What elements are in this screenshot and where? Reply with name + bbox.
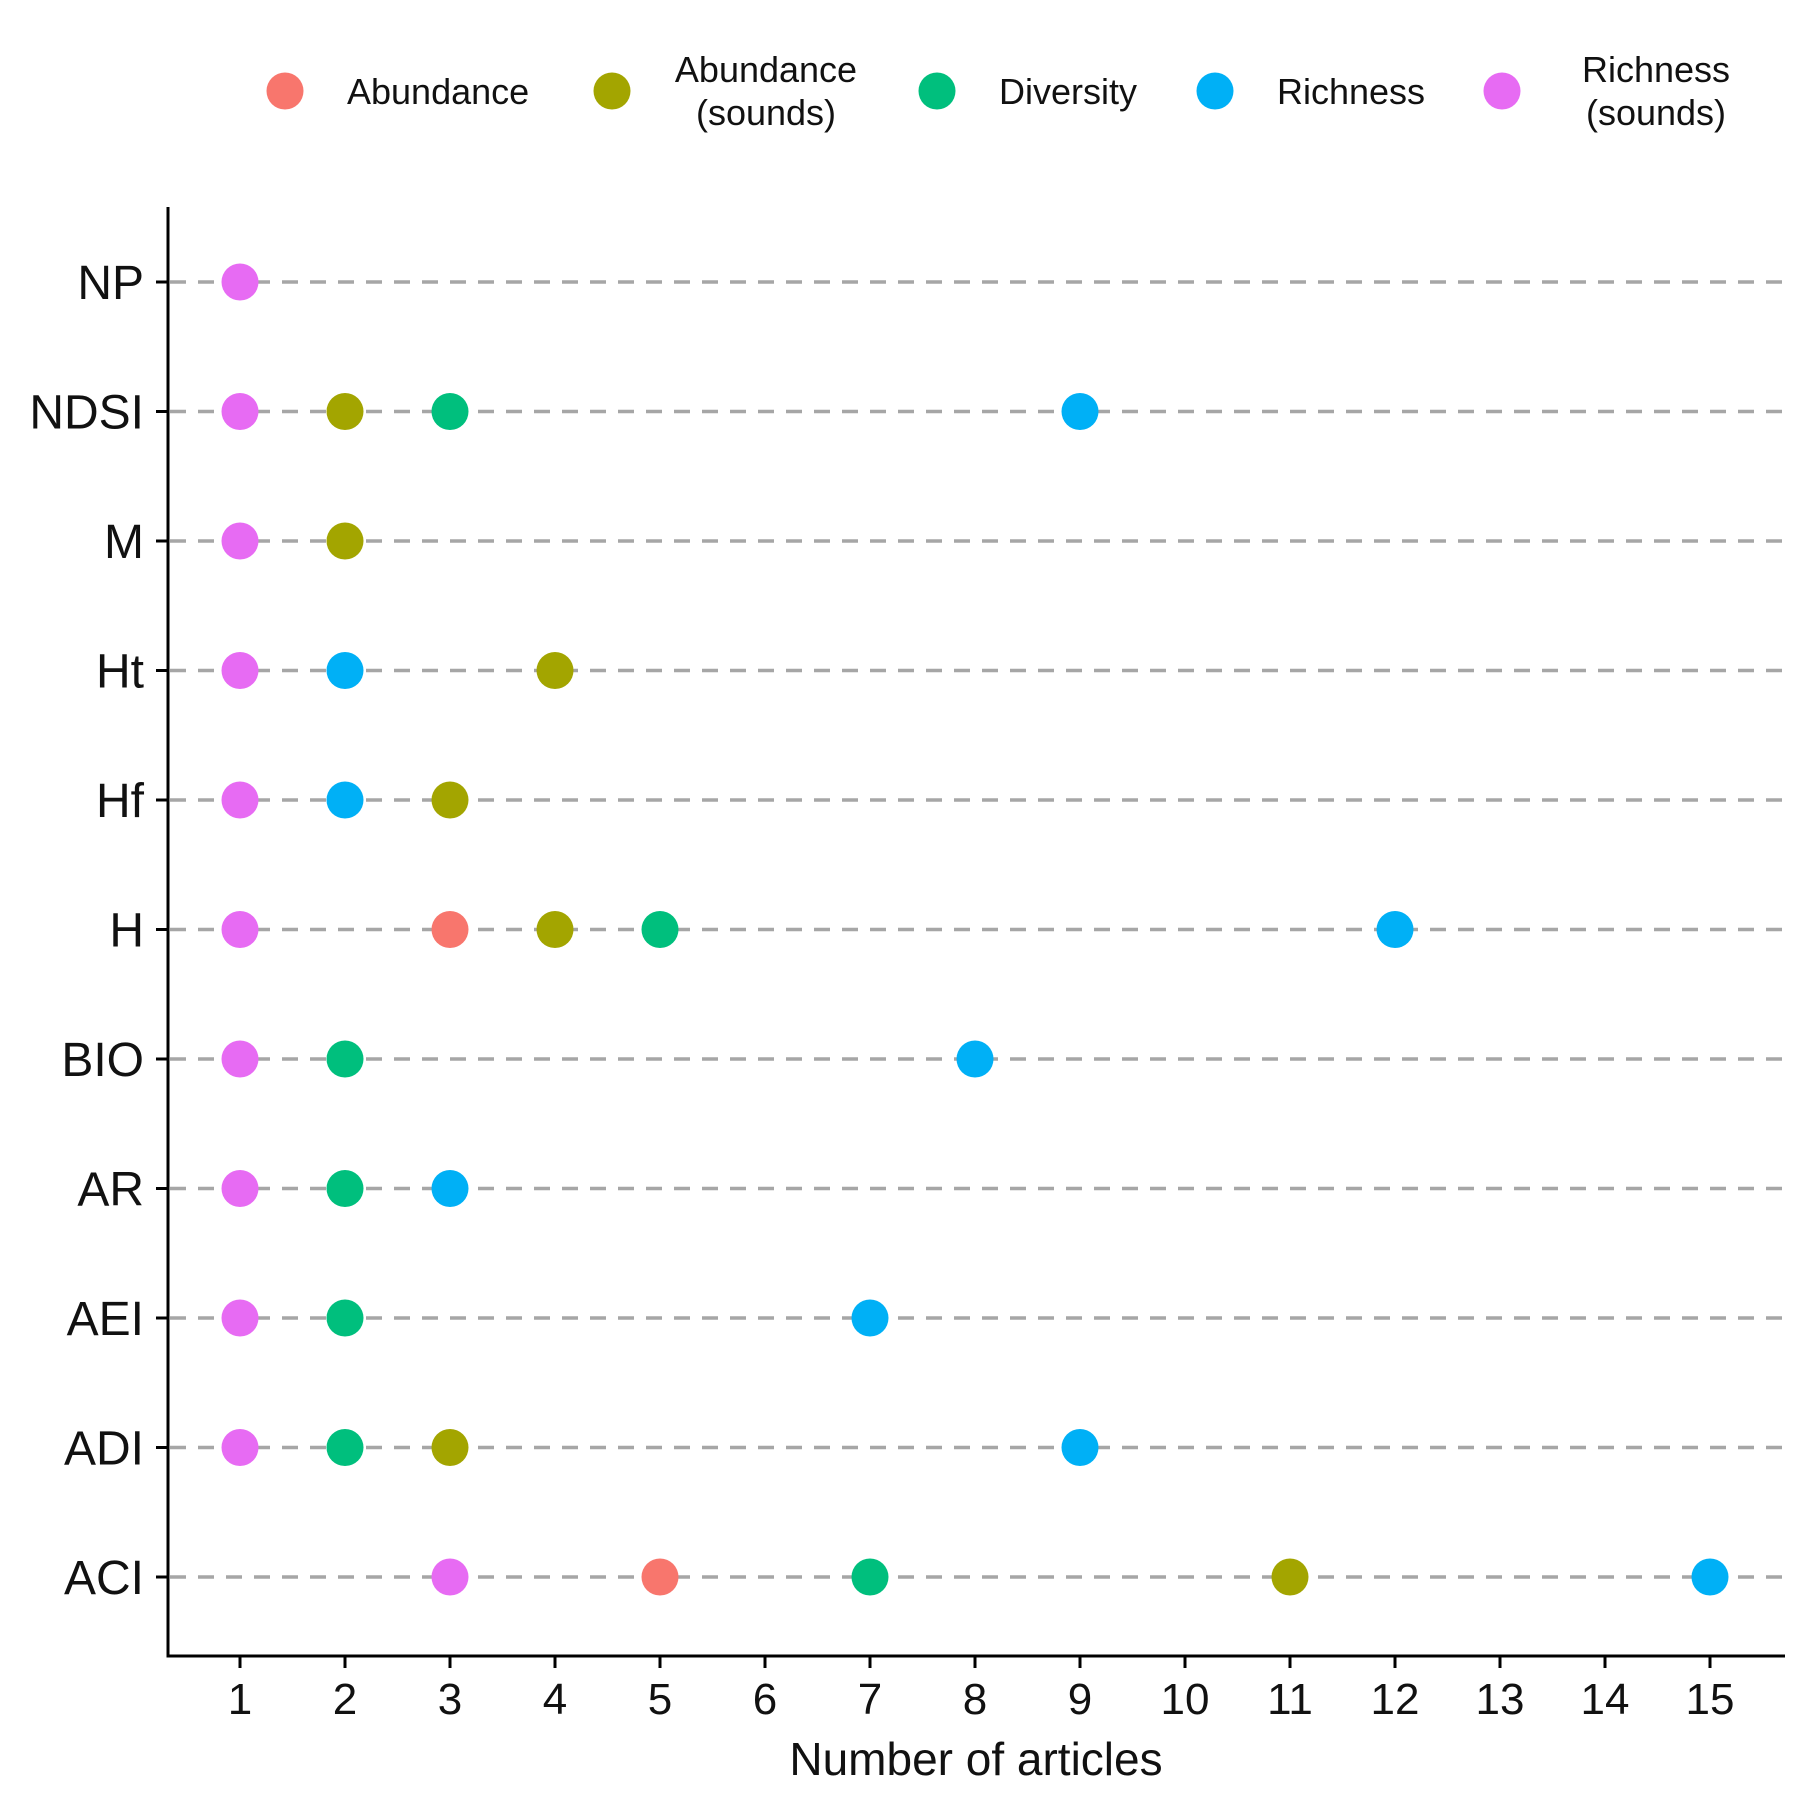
x-axis-title: Number of articles — [789, 1733, 1162, 1785]
y-tick-label-ndsi: NDSI — [29, 387, 144, 440]
point-richness-sounds-adi — [221, 1429, 259, 1466]
point-richness-aci — [1691, 1558, 1729, 1596]
point-abundance-sounds-ht — [536, 652, 574, 689]
point-diversity-ar — [326, 1170, 364, 1207]
point-diversity-h — [641, 911, 679, 948]
y-tick-label-ar: AR — [77, 1164, 144, 1217]
point-richness-sounds-bio — [221, 1040, 259, 1078]
point-richness-sounds-h — [221, 911, 259, 948]
y-tick-label-adi: ADI — [64, 1423, 144, 1476]
legend-key — [918, 72, 956, 110]
point-richness-ndsi — [1061, 393, 1099, 430]
x-tick-label-4: 4 — [543, 1675, 567, 1724]
x-tick-label-15: 15 — [1686, 1675, 1735, 1724]
x-tick-label-9: 9 — [1068, 1675, 1092, 1724]
legend-item: Abundance(sounds) — [593, 49, 857, 133]
y-axis-ticks: NP NDSI M Ht Hf H BIO AR AEI ADI ACI — [29, 257, 168, 1605]
point-abundance-aci — [641, 1558, 679, 1596]
point-abundance-sounds-adi — [431, 1429, 469, 1466]
point-diversity-bio — [326, 1040, 364, 1078]
legend-key — [593, 72, 631, 110]
point-richness-hf — [326, 781, 364, 819]
point-richness-sounds-ndsi — [221, 393, 259, 430]
y-tick-label-aei: AEI — [67, 1293, 144, 1346]
x-tick-label-11: 11 — [1267, 1675, 1313, 1724]
point-diversity-aci — [851, 1558, 889, 1596]
x-tick-label-14: 14 — [1581, 1675, 1630, 1724]
legend-item: Richness(sounds) — [1483, 49, 1730, 133]
point-diversity-ndsi — [431, 393, 469, 430]
legend-item: Diversity — [918, 71, 1137, 112]
legend-item: Richness — [1196, 71, 1425, 112]
legend-label-line-1: Richness — [1582, 49, 1730, 90]
x-tick-label-7: 7 — [858, 1675, 882, 1724]
point-richness-sounds-aei — [221, 1299, 259, 1337]
x-tick-label-10: 10 — [1161, 1675, 1210, 1724]
y-tick-label-ht: Ht — [96, 646, 144, 699]
y-tick-label-bio: BIO — [61, 1034, 144, 1087]
point-abundance-sounds-ndsi — [326, 393, 364, 430]
point-richness-sounds-aci — [431, 1558, 469, 1596]
legend-item: Abundance — [266, 71, 529, 112]
point-abundance-h — [431, 911, 469, 948]
x-tick-label-8: 8 — [963, 1675, 987, 1724]
point-richness-aei — [851, 1299, 889, 1337]
legend-key — [1196, 72, 1234, 110]
axes — [166, 207, 1785, 1658]
x-tick-label-1: 1 — [228, 1675, 252, 1724]
legend-label-line-1: Abundance — [675, 49, 857, 90]
point-diversity-aei — [326, 1299, 364, 1337]
x-tick-label-12: 12 — [1371, 1675, 1420, 1724]
point-abundance-sounds-h — [536, 911, 574, 948]
point-richness-h — [1376, 911, 1414, 948]
point-abundance-sounds-aci — [1271, 1558, 1309, 1596]
point-richness-bio — [956, 1040, 994, 1078]
y-tick-label-np: NP — [77, 257, 144, 310]
point-richness-sounds-np — [221, 263, 259, 301]
point-diversity-adi — [326, 1429, 364, 1466]
legend-label-line-2: (sounds) — [696, 92, 836, 133]
legend-key — [266, 72, 304, 110]
x-tick-label-5: 5 — [648, 1675, 672, 1724]
legend-label: Richness — [1277, 71, 1425, 112]
x-tick-label-13: 13 — [1476, 1675, 1525, 1724]
data-points — [221, 263, 1729, 1596]
point-richness-ar — [431, 1170, 469, 1207]
point-richness-sounds-ar — [221, 1170, 259, 1207]
point-abundance-sounds-hf — [431, 781, 469, 819]
point-richness-sounds-hf — [221, 781, 259, 819]
y-tick-label-m: M — [104, 516, 144, 569]
legend-label-line-2: (sounds) — [1586, 92, 1726, 133]
legend-label: Abundance — [347, 71, 529, 112]
x-axis-ticks: 1 2 3 4 5 6 7 8 9 10 11 12 13 14 15 — [228, 1656, 1735, 1724]
point-richness-sounds-ht — [221, 652, 259, 689]
x-tick-label-2: 2 — [333, 1675, 357, 1724]
x-tick-label-6: 6 — [753, 1675, 777, 1724]
legend-label: Diversity — [999, 71, 1137, 112]
legend-key — [1483, 72, 1521, 110]
point-richness-sounds-m — [221, 522, 259, 560]
point-richness-ht — [326, 652, 364, 689]
y-tick-label-h: H — [109, 905, 144, 958]
x-tick-label-3: 3 — [438, 1675, 462, 1724]
gridlines — [170, 280, 1785, 1579]
y-tick-label-hf: Hf — [96, 775, 145, 828]
point-abundance-sounds-m — [326, 522, 364, 560]
point-richness-adi — [1061, 1429, 1099, 1466]
y-tick-label-aci: ACI — [64, 1552, 144, 1605]
